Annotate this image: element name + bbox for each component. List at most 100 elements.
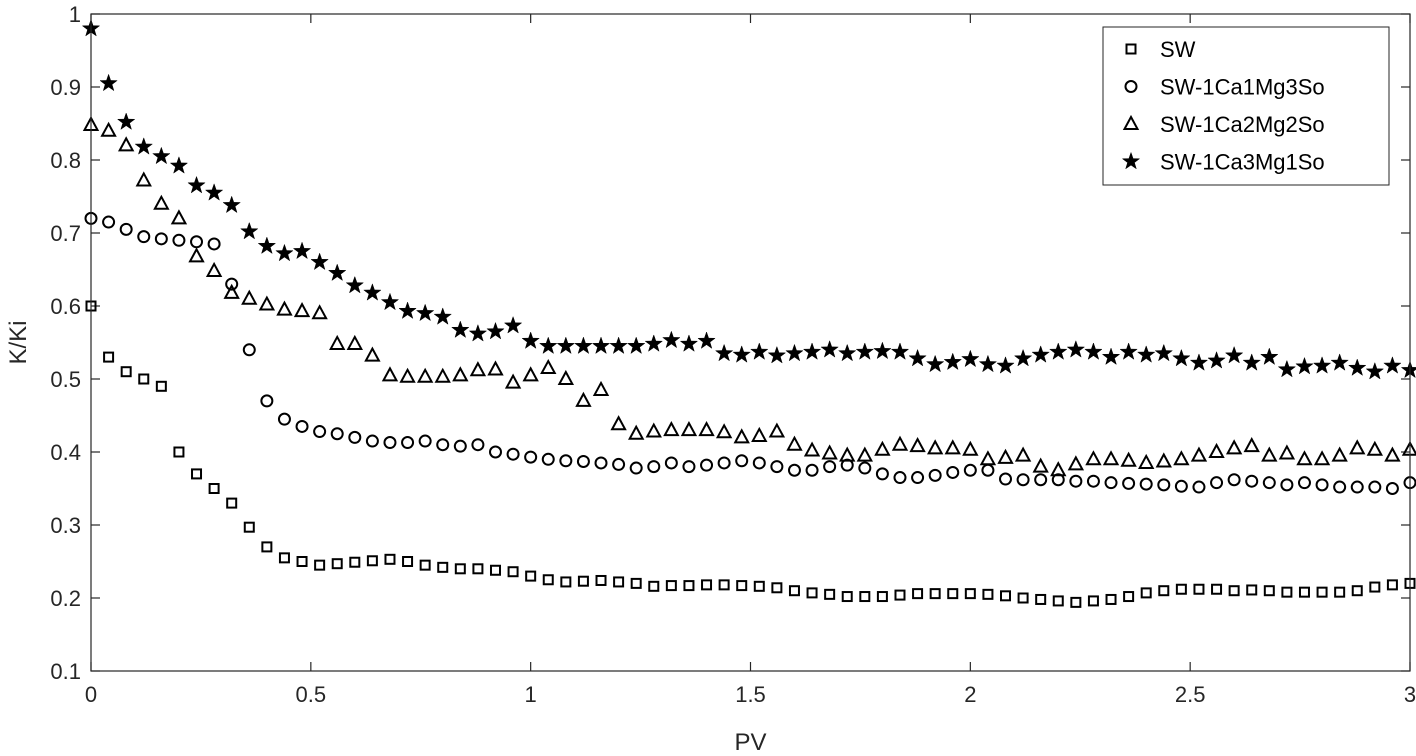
- data-point: [628, 424, 645, 440]
- data-point: [840, 458, 854, 472]
- data-point: [946, 465, 960, 479]
- data-point: [314, 559, 326, 571]
- data-point: [891, 435, 909, 451]
- legend-entry: SW-1Ca2Mg2So: [1122, 112, 1325, 137]
- series-triangle: [82, 115, 1416, 477]
- data-point: [329, 334, 346, 350]
- data-point: [1315, 478, 1329, 492]
- data-point: [275, 243, 294, 262]
- y-tick-label: 0.8: [50, 148, 81, 173]
- data-point: [135, 171, 152, 187]
- data-point: [823, 460, 837, 474]
- data-point: [1349, 439, 1366, 455]
- data-point: [1245, 474, 1259, 488]
- data-point: [172, 233, 186, 247]
- data-point: [592, 380, 610, 396]
- data-point: [1227, 473, 1241, 487]
- data-point: [1173, 450, 1190, 466]
- data-point: [645, 422, 662, 438]
- data-point: [648, 580, 660, 592]
- data-point: [243, 521, 255, 533]
- data-point: [154, 232, 168, 246]
- legend-box: [1102, 26, 1390, 186]
- data-point: [751, 426, 768, 442]
- data-point: [664, 456, 678, 470]
- data-point: [1383, 356, 1402, 374]
- data-point: [137, 230, 151, 244]
- data-point: [1174, 479, 1188, 493]
- data-point: [1400, 360, 1416, 379]
- data-point: [1031, 345, 1050, 363]
- data-point: [504, 373, 522, 389]
- data-point: [1014, 446, 1032, 462]
- data-point: [437, 561, 449, 573]
- data-point: [1050, 461, 1067, 477]
- data-point: [1067, 455, 1085, 471]
- data-point: [733, 428, 750, 444]
- y-tick-label: 0.5: [50, 367, 81, 392]
- data-point: [436, 438, 450, 452]
- x-tick-label: 2: [964, 682, 976, 707]
- data-point: [929, 588, 941, 600]
- data-point: [1105, 593, 1117, 605]
- data-point: [557, 369, 575, 385]
- data-point: [398, 301, 417, 320]
- data-point: [963, 463, 977, 477]
- tick-labels: 0 0.5 1 1.5 2 2.5 3 0.1 0.2 0.3 0.4 0.5 0.6 0.7 0.8 0.9…: [50, 2, 1416, 707]
- data-point: [138, 373, 150, 385]
- data-point: [1101, 347, 1121, 365]
- data-point: [1051, 473, 1065, 487]
- data-point: [610, 415, 627, 431]
- data-point: [1385, 482, 1399, 495]
- data-point: [1224, 345, 1244, 364]
- data-point: [613, 576, 625, 588]
- data-points: [81, 18, 1416, 608]
- x-tick-label: 1: [525, 682, 537, 707]
- series-star: [81, 18, 1416, 380]
- data-point: [486, 321, 505, 340]
- data-point: [909, 437, 926, 453]
- data-point: [454, 563, 466, 575]
- legend-entry: SW: [1125, 37, 1196, 62]
- data-point: [489, 564, 501, 576]
- data-point: [327, 263, 347, 282]
- data-point: [487, 360, 504, 376]
- data-point: [239, 221, 259, 240]
- data-point: [1069, 474, 1083, 488]
- data-point: [1368, 480, 1382, 494]
- data-point: [311, 304, 328, 320]
- data-point: [714, 343, 734, 362]
- data-point: [890, 342, 910, 360]
- data-point: [1246, 584, 1258, 596]
- data-point: [506, 447, 520, 461]
- data-point: [277, 412, 291, 426]
- x-tick-label: 0: [85, 682, 97, 707]
- data-point: [1312, 356, 1332, 374]
- data-point: [1297, 476, 1311, 490]
- data-point: [345, 275, 365, 294]
- x-tick-label: 2.5: [1175, 682, 1206, 707]
- data-point: [1119, 342, 1138, 360]
- data-point: [416, 367, 434, 383]
- data-point: [205, 261, 223, 277]
- data-point: [1261, 446, 1278, 462]
- data-point: [735, 454, 749, 468]
- data-point: [1066, 340, 1086, 358]
- data-point: [1280, 478, 1294, 492]
- data-point: [170, 209, 188, 225]
- data-point: [1123, 591, 1135, 603]
- data-point: [680, 421, 698, 437]
- data-point: [679, 334, 699, 352]
- data-point: [402, 556, 414, 567]
- data-point: [1154, 343, 1174, 362]
- data-point: [1316, 586, 1328, 598]
- legend-marker: [1121, 151, 1141, 170]
- data-point: [629, 461, 643, 475]
- data-point: [1016, 473, 1030, 487]
- data-point: [152, 146, 171, 165]
- data-point: [1295, 356, 1314, 375]
- data-point: [911, 471, 925, 485]
- data-point: [647, 460, 661, 474]
- data-point: [293, 302, 311, 318]
- data-point: [1243, 437, 1260, 453]
